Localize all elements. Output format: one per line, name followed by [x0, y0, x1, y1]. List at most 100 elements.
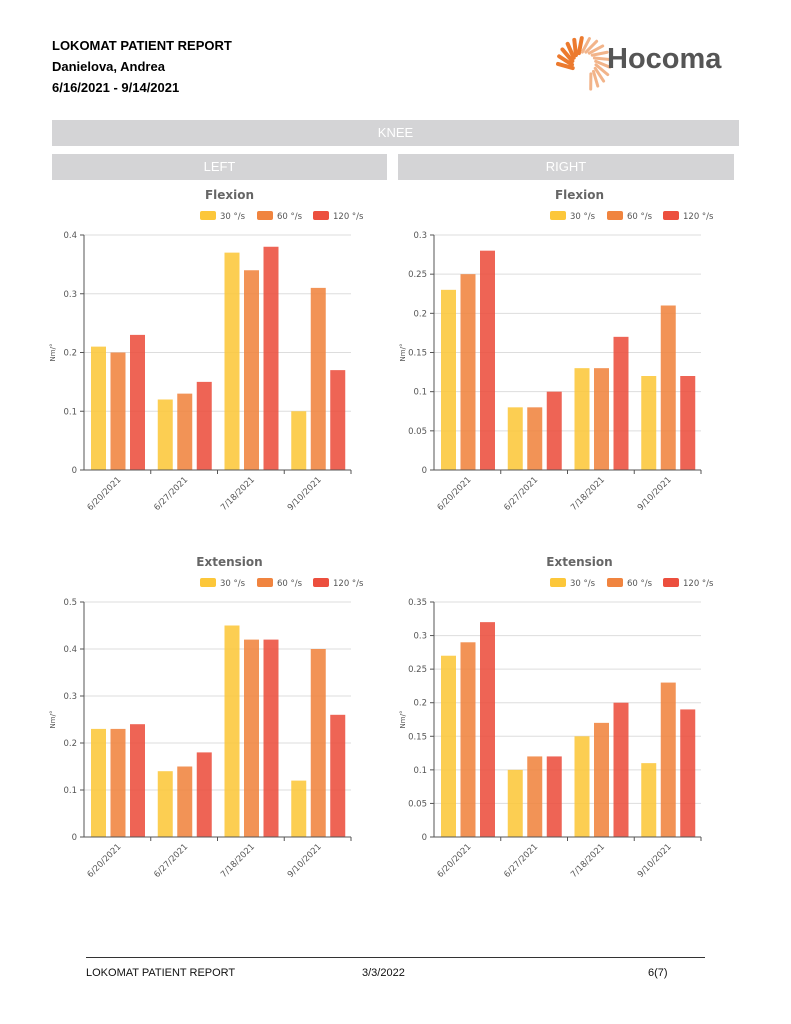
x-tick-label: 6/27/2021 — [502, 842, 540, 880]
y-tick-label: 0.3 — [63, 290, 77, 300]
bar — [244, 639, 259, 837]
legend-swatch — [607, 211, 623, 220]
bar — [130, 334, 145, 470]
bar — [224, 625, 240, 837]
footer-date: 3/3/2022 — [362, 967, 405, 979]
y-tick-label: 0.3 — [413, 632, 427, 642]
bar — [660, 305, 676, 470]
y-tick-label: 0.35 — [408, 598, 427, 608]
y-tick-label: 0 — [422, 466, 427, 476]
legend-swatch — [550, 211, 566, 220]
legend-label[interactable]: 120 °/s — [333, 579, 364, 589]
bar — [157, 771, 173, 837]
x-tick-label: 6/27/2021 — [152, 475, 190, 513]
bar — [460, 642, 476, 837]
bar — [330, 370, 346, 470]
y-tick-label: 0.3 — [413, 231, 427, 241]
legend-label[interactable]: 60 °/s — [277, 212, 303, 222]
legend-swatch — [313, 578, 329, 587]
y-tick-label: 0.05 — [408, 799, 427, 809]
bar — [641, 376, 657, 470]
bar — [330, 714, 346, 837]
y-tick-label: 0.2 — [63, 739, 77, 749]
bar — [310, 649, 326, 837]
bar — [546, 391, 562, 470]
legend-label[interactable]: 60 °/s — [627, 579, 653, 589]
bar — [196, 381, 212, 470]
bar — [177, 766, 193, 837]
bar — [441, 289, 456, 470]
y-tick-label: 0.1 — [63, 407, 77, 417]
bar — [507, 769, 523, 837]
logo-text: Hocoma — [607, 43, 722, 75]
section-knee: KNEE — [52, 120, 739, 146]
legend-label[interactable]: 120 °/s — [333, 212, 364, 222]
y-tick-label: 0 — [72, 833, 77, 843]
chart-right-flexion: Flexion 30 °/s 60 °/s 120 °/s 0 0.05 0.1 0.15 0.… — [390, 180, 730, 520]
report-title: LOKOMAT PATIENT REPORT — [52, 38, 232, 53]
y-tick-label: 0.4 — [63, 645, 77, 655]
bar — [641, 763, 657, 837]
bar — [594, 368, 609, 470]
legend-label[interactable]: 60 °/s — [277, 579, 303, 589]
y-tick-label: 0.25 — [408, 665, 427, 675]
x-tick-label: 9/10/2021 — [636, 842, 674, 880]
y-tick-label: 0.1 — [413, 388, 427, 398]
bar — [441, 655, 456, 837]
legend-swatch — [257, 578, 273, 587]
x-tick-label: 9/10/2021 — [286, 475, 324, 513]
bar — [291, 780, 307, 837]
legend-label[interactable]: 30 °/s — [220, 579, 246, 589]
y-tick-label: 0.1 — [63, 786, 77, 796]
bar — [460, 274, 476, 470]
bar — [660, 682, 676, 837]
legend-label[interactable]: 30 °/s — [220, 212, 246, 222]
y-tick-label: 0.05 — [408, 427, 427, 437]
section-right: RIGHT — [398, 154, 734, 180]
legend-swatch — [607, 578, 623, 587]
x-tick-label: 7/18/2021 — [569, 842, 607, 880]
legend-label[interactable]: 60 °/s — [627, 212, 653, 222]
bar — [177, 393, 193, 470]
y-axis-label: Nm/° — [49, 344, 57, 362]
bar — [91, 728, 106, 837]
bar — [480, 250, 495, 470]
bar — [480, 622, 495, 837]
x-tick-label: 7/18/2021 — [219, 842, 257, 880]
y-tick-label: 0.25 — [408, 270, 427, 280]
bar — [291, 411, 307, 470]
bar — [196, 752, 212, 837]
legend-label[interactable]: 30 °/s — [570, 212, 596, 222]
y-tick-label: 0.2 — [413, 699, 427, 709]
chart-title: Flexion — [555, 188, 604, 202]
x-tick-label: 7/18/2021 — [219, 475, 257, 513]
y-tick-label: 0 — [422, 833, 427, 843]
legend-label[interactable]: 120 °/s — [683, 212, 714, 222]
bar — [244, 270, 259, 470]
x-tick-label: 6/27/2021 — [152, 842, 190, 880]
bar — [110, 352, 126, 470]
x-tick-label: 6/20/2021 — [86, 475, 124, 513]
y-tick-label: 0.2 — [413, 309, 427, 319]
y-tick-label: 0 — [72, 466, 77, 476]
bar — [263, 246, 279, 470]
chart-title: Flexion — [205, 188, 254, 202]
legend-swatch — [200, 211, 216, 220]
x-tick-label: 6/27/2021 — [502, 475, 540, 513]
footer-page: 6(7) — [648, 967, 668, 979]
bar — [224, 252, 240, 470]
legend-label[interactable]: 120 °/s — [683, 579, 714, 589]
bar — [263, 639, 279, 837]
chart-right-extension: Extension 30 °/s 60 °/s 120 °/s 0 0.05 0.1 0.15… — [390, 547, 730, 887]
y-tick-label: 0.2 — [63, 349, 77, 359]
legend-label[interactable]: 30 °/s — [570, 579, 596, 589]
x-tick-label: 6/20/2021 — [86, 842, 124, 880]
legend-swatch — [550, 578, 566, 587]
y-axis-label: Nm/° — [399, 711, 407, 729]
legend-swatch — [663, 211, 679, 220]
bar — [310, 287, 326, 470]
x-tick-label: 6/20/2021 — [436, 842, 474, 880]
bar — [613, 702, 629, 837]
y-tick-label: 0.15 — [408, 349, 427, 359]
date-range: 6/16/2021 - 9/14/2021 — [52, 80, 180, 95]
